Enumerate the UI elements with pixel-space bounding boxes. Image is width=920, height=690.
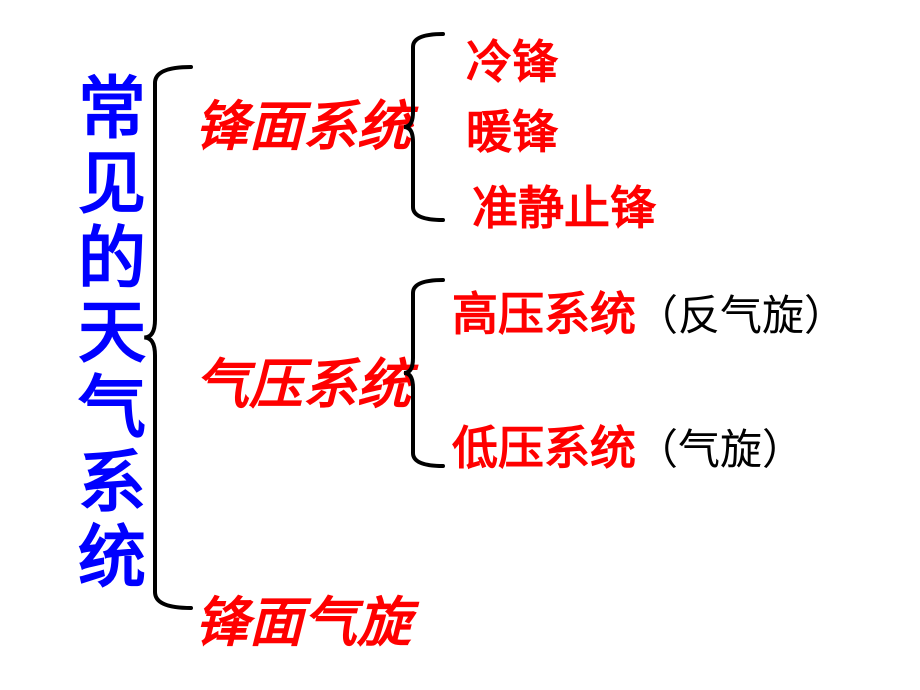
leaf-high-text: 高压系统 — [452, 289, 636, 340]
leaf-high-pressure: 高压系统（反气旋） — [452, 278, 846, 344]
root-char: 见 — [78, 147, 146, 222]
leaf-quasi-stationary: 准静止锋 — [472, 172, 656, 238]
leaf-warm-front: 暖锋 — [466, 96, 558, 162]
category-front: 锋面系统 — [195, 82, 411, 161]
category-front-cyclone: 锋面气旋 — [195, 578, 411, 657]
root-char: 天 — [78, 296, 146, 371]
leaf-low-text: 低压系统 — [452, 423, 636, 474]
brace-front — [408, 32, 458, 232]
category-pressure: 气压系统 — [195, 340, 411, 419]
leaf-high-paren: （反气旋） — [636, 294, 846, 340]
leaf-low-paren: （气旋） — [636, 428, 804, 474]
leaf-low-pressure: 低压系统（气旋） — [452, 412, 804, 478]
leaf-cold-front: 冷锋 — [466, 26, 558, 92]
brace-pressure — [408, 278, 458, 478]
root-title: 常 见 的 天 气 系 统 — [78, 72, 146, 596]
root-char: 的 — [78, 222, 146, 297]
root-char: 系 — [78, 446, 146, 521]
root-char: 气 — [78, 371, 146, 446]
root-char: 统 — [78, 521, 146, 596]
watermark-text: www.zixin.com.cn — [334, 0, 587, 3]
root-char: 常 — [78, 72, 146, 147]
